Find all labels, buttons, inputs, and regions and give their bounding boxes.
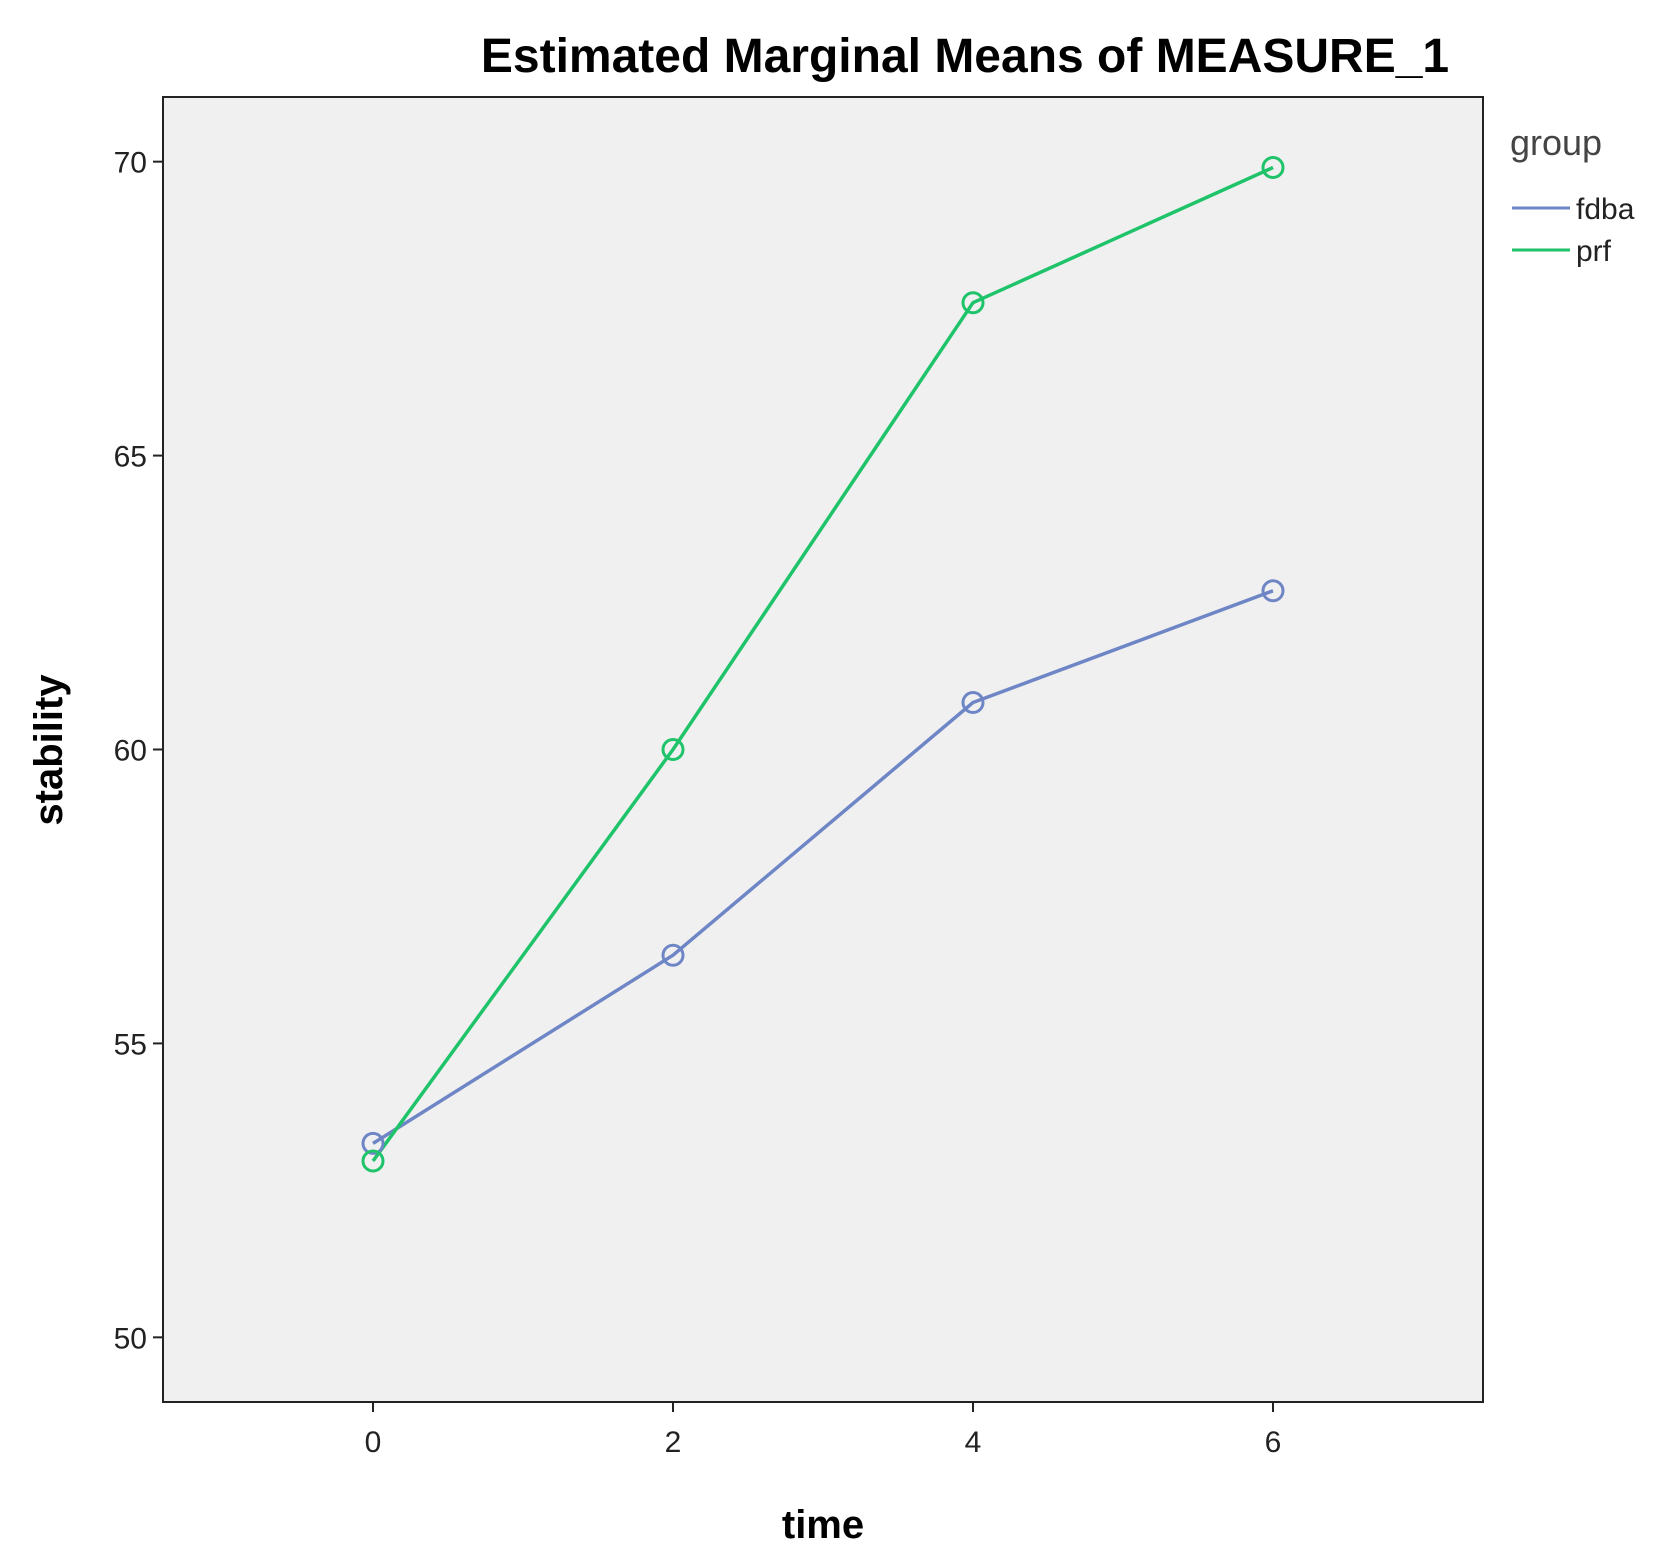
data-point-fdba: [361, 1131, 385, 1155]
legend-label-prf: prf: [1576, 235, 1612, 268]
data-point-fdba: [661, 943, 685, 967]
y-tick-label: 55: [114, 1028, 147, 1061]
x-tick-label: 6: [1265, 1426, 1282, 1459]
legend-label-fdba: fdba: [1576, 193, 1635, 226]
y-tick-label: 50: [114, 1322, 147, 1355]
data-point-prf: [361, 1149, 385, 1173]
y-axis-ticks: 50 55 60 65 70: [114, 147, 163, 1355]
y-tick-label: 60: [114, 735, 147, 768]
legend-items: fdba prf: [1512, 193, 1635, 268]
x-tick-label: 2: [665, 1426, 682, 1459]
data-point-prf: [1261, 156, 1285, 180]
data-point-fdba: [961, 690, 985, 714]
data-point-fdba: [1261, 579, 1285, 603]
chart-title: Estimated Marginal Means of MEASURE_1: [481, 30, 1449, 83]
x-axis-label: time: [782, 1503, 864, 1547]
y-axis-label: stability: [27, 674, 71, 826]
plot-area: [162, 96, 1484, 1403]
x-tick-label: 0: [365, 1426, 382, 1459]
x-tick-label: 4: [965, 1426, 982, 1459]
series-layer: [361, 156, 1285, 1173]
x-axis-ticks: 0 2 4 6: [365, 1402, 1282, 1459]
y-tick-label: 70: [114, 147, 147, 180]
data-point-prf: [961, 291, 985, 315]
data-point-prf: [661, 738, 685, 761]
y-tick-label: 65: [114, 441, 147, 474]
series-line-prf: [371, 165, 1274, 1163]
series-line-fdba: [372, 589, 1274, 1145]
legend: group fdba prf: [1510, 122, 1635, 268]
legend-title: group: [1510, 122, 1602, 163]
